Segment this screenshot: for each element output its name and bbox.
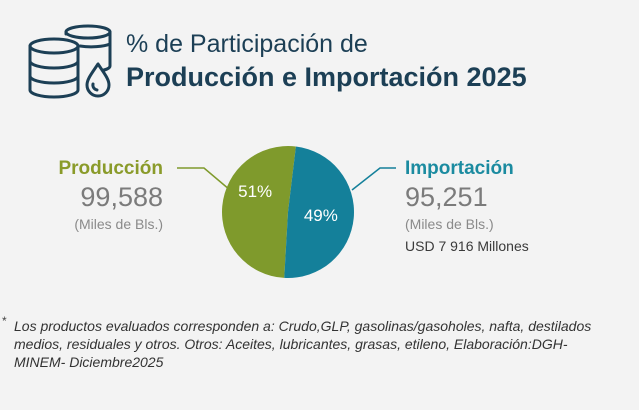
chart-title-line1: % de Participación de: [126, 30, 368, 58]
oil-barrels-drop-icon: [20, 20, 116, 104]
importacion-units: (Miles de Bls.): [405, 216, 494, 232]
produccion-value: 99,588: [80, 182, 163, 212]
importacion-leader-line: [351, 167, 396, 191]
pie-label-importacion: 49%: [304, 206, 338, 225]
importacion-usd: USD 7 916 Millones: [405, 238, 529, 254]
importacion-label: Importación: [405, 158, 514, 179]
produccion-label: Producción: [58, 158, 163, 179]
importacion-value: 95,251: [405, 182, 488, 212]
pie-slice-importacion: [284, 146, 355, 278]
footnote-text: Los productos evaluados corresponden a: …: [14, 318, 592, 370]
footnote-marker: *: [2, 314, 7, 328]
pie-label-produccion: 51%: [238, 182, 272, 201]
produccion-units: (Miles de Bls.): [74, 216, 163, 232]
importacion-block: Importación 95,251 (Miles de Bls.) USD 7…: [405, 158, 529, 254]
chart-title-line2: Producción e Importación 2025: [126, 62, 527, 92]
produccion-block: Producción 99,588 (Miles de Bls.): [58, 158, 163, 232]
produccion-leader-line: [177, 167, 231, 191]
pie-slice-produccion: [222, 146, 296, 278]
